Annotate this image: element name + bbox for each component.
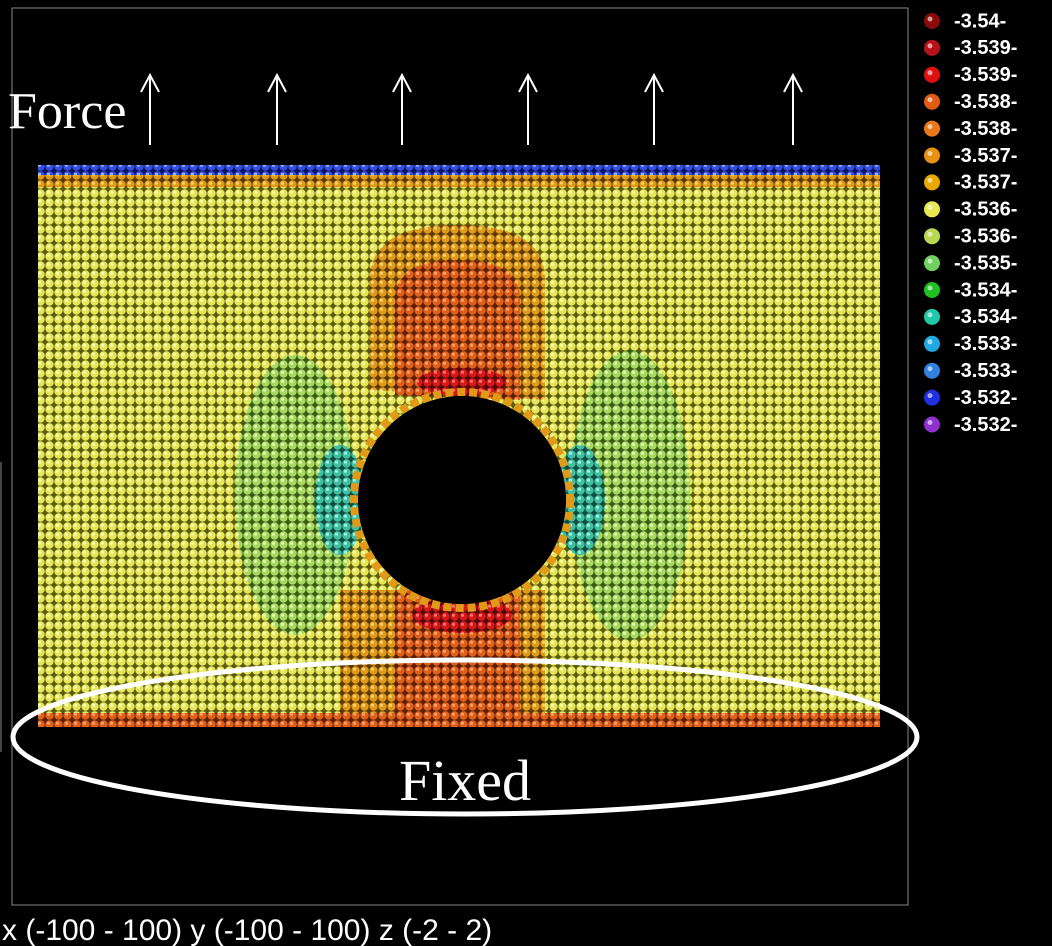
legend-label: -3.538- (954, 91, 1017, 113)
legend-label: -3.533- (954, 333, 1017, 355)
legend-swatch-highlight (928, 43, 933, 48)
legend-label: -3.539- (954, 64, 1017, 86)
legend-swatch (924, 94, 940, 110)
force-arrows (141, 75, 802, 145)
legend-label: -3.54- (954, 10, 1006, 32)
legend-swatch (924, 282, 940, 298)
legend-label: -3.537- (954, 145, 1017, 167)
legend-swatch-highlight (928, 286, 933, 291)
legend-label: -3.534- (954, 279, 1017, 301)
legend-swatch (924, 390, 940, 406)
legend-swatch (924, 121, 940, 137)
legend-swatch (924, 417, 940, 433)
fixed-label: Fixed (399, 748, 531, 813)
legend-swatch-highlight (928, 393, 933, 398)
legend-label: -3.533- (954, 360, 1017, 382)
legend-label: -3.537- (954, 172, 1017, 194)
legend-swatch-highlight (928, 366, 933, 371)
legend-swatch-highlight (928, 97, 933, 102)
legend-swatch-highlight (928, 232, 933, 237)
legend-swatch (924, 148, 940, 164)
legend-swatch (924, 363, 940, 379)
legend-swatch-highlight (928, 70, 933, 75)
legend-swatch (924, 40, 940, 56)
legend-swatch-highlight (928, 17, 933, 22)
legend-label: -3.536- (954, 225, 1017, 247)
legend-swatch (924, 309, 940, 325)
legend-swatch-highlight (928, 178, 933, 183)
color-legend: -3.54- -3.539- -3.539- -3.538- -3.538- -3.537… (924, 10, 1017, 436)
legend-label: -3.532- (954, 387, 1017, 409)
legend-swatch-highlight (928, 205, 933, 210)
viewer: Force Fixed -3.54--3.539--3.539--3.538--… (0, 0, 1052, 946)
legend-swatch (924, 13, 940, 29)
legend-swatch-highlight (928, 420, 933, 425)
legend-label: -3.539- (954, 37, 1017, 59)
legend-label: -3.535- (954, 252, 1017, 274)
legend-swatch-highlight (928, 312, 933, 317)
page: Force Fixed -3.54--3.539--3.539--3.538--… (0, 0, 1052, 946)
legend-label: -3.532- (954, 414, 1017, 436)
legend-swatch (924, 228, 940, 244)
force-label: Force (8, 83, 126, 140)
legend-swatch (924, 336, 940, 352)
legend-swatch-highlight (928, 151, 933, 156)
legend-swatch-highlight (928, 339, 933, 344)
legend-swatch-highlight (928, 124, 933, 129)
atom-slab (38, 165, 880, 727)
legend-label: -3.534- (954, 306, 1017, 328)
legend-swatch (924, 67, 940, 83)
legend-swatch (924, 201, 940, 217)
legend-swatch-highlight (928, 259, 933, 264)
legend-label: -3.538- (954, 118, 1017, 140)
legend-swatch (924, 255, 940, 271)
axis-range-footer: x (-100 - 100) y (-100 - 100) z (-2 - 2) (2, 914, 492, 946)
legend-label: -3.536- (954, 199, 1017, 221)
legend-swatch (924, 174, 940, 190)
